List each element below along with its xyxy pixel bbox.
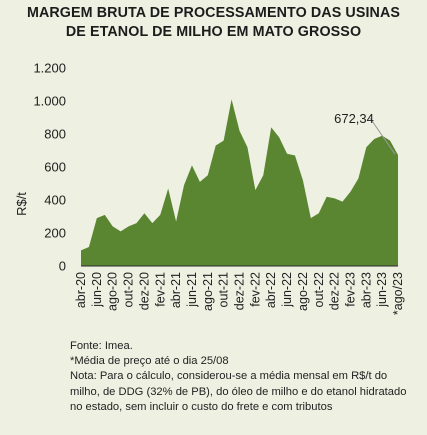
x-tick-label: dez-22 — [328, 272, 342, 310]
x-tick-label: out-21 — [217, 272, 231, 307]
x-tick-label: ago-21 — [201, 272, 215, 311]
y-tick-label: 1.000 — [33, 94, 66, 109]
y-tick-label: 400 — [44, 193, 66, 208]
source-note: Fonte: Imea. — [70, 340, 133, 352]
margin-area — [81, 99, 398, 266]
x-tick-label: *ago/23 — [391, 272, 405, 315]
x-tick-label: jun-21 — [185, 272, 199, 308]
chart-title: MARGEM BRUTA DE PROCESSAMENTO DAS USINAS… — [0, 4, 427, 42]
x-tick-label: abr-21 — [169, 272, 183, 308]
y-tick-label: 600 — [44, 160, 66, 175]
x-tick-label: abr-22 — [264, 272, 278, 308]
x-tick-label: jun-23 — [375, 272, 389, 308]
annotation-label: 672,34 — [334, 111, 374, 126]
chart-title-line-1: MARGEM BRUTA DE PROCESSAMENTO DAS USINAS — [26, 5, 401, 21]
x-tick-label: jun-20 — [90, 272, 104, 308]
y-tick-label: 1.200 — [33, 61, 66, 76]
x-tick-label: fev-21 — [153, 272, 167, 307]
x-tick-label: ago-22 — [296, 272, 310, 311]
y-axis: 0 200 400 600 800 1.000 1.200 — [33, 61, 66, 274]
chart-title-line-2: DE ETANOL DE MILHO EM MATO GROSSO — [65, 24, 362, 40]
x-tick-label: abr-23 — [359, 272, 373, 308]
x-tick-label: jun-22 — [280, 272, 294, 308]
x-tick-label: out-20 — [122, 272, 136, 307]
chart-notes: Fonte: Imea. *Média de preço até o dia 2… — [70, 339, 420, 415]
y-tick-label: 0 — [59, 259, 66, 274]
x-tick-label: fev-23 — [343, 272, 357, 307]
footnote: *Média de preço até o dia 25/08 — [70, 355, 229, 368]
y-tick-label: 800 — [44, 127, 66, 142]
x-axis: abr-20 jun-20 ago-20 out-20 dez-20 fev-21 abr-… — [74, 265, 405, 315]
method-note: Nota: Para o cálculo, considerou-se a mé… — [70, 370, 407, 413]
annotation-leader-line — [369, 117, 396, 155]
x-tick-label: out-22 — [312, 272, 326, 307]
x-tick-label: abr-20 — [74, 272, 88, 308]
x-tick-label: fev-22 — [248, 272, 262, 307]
y-tick-label: 200 — [44, 226, 66, 241]
last-value-annotation: 672,34 — [334, 111, 396, 155]
x-tick-label: ago-20 — [106, 272, 120, 311]
y-axis-label: R$/t — [14, 192, 29, 216]
x-tick-label: dez-21 — [233, 272, 247, 310]
area-chart: 0 200 400 600 800 1.000 1.200 R$/t 672,34 abr-… — [14, 61, 405, 316]
x-tick-label: dez-20 — [137, 272, 151, 310]
